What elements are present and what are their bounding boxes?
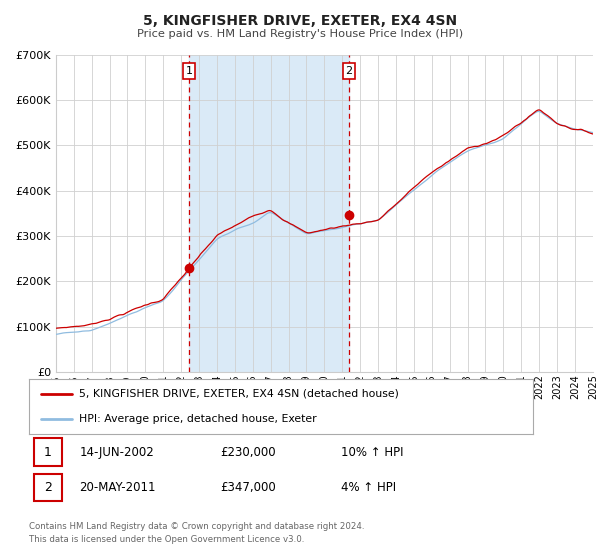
Text: 10% ↑ HPI: 10% ↑ HPI bbox=[341, 446, 404, 459]
Text: 20-MAY-2011: 20-MAY-2011 bbox=[79, 482, 156, 494]
Text: HPI: Average price, detached house, Exeter: HPI: Average price, detached house, Exet… bbox=[79, 414, 317, 424]
Text: This data is licensed under the Open Government Licence v3.0.: This data is licensed under the Open Gov… bbox=[29, 534, 304, 544]
Text: 2: 2 bbox=[346, 66, 353, 76]
Text: 1: 1 bbox=[185, 66, 193, 76]
FancyBboxPatch shape bbox=[34, 474, 62, 501]
Text: 14-JUN-2002: 14-JUN-2002 bbox=[79, 446, 154, 459]
Text: 5, KINGFISHER DRIVE, EXETER, EX4 4SN: 5, KINGFISHER DRIVE, EXETER, EX4 4SN bbox=[143, 14, 457, 28]
Text: 1: 1 bbox=[44, 446, 52, 459]
Text: Contains HM Land Registry data © Crown copyright and database right 2024.: Contains HM Land Registry data © Crown c… bbox=[29, 522, 364, 531]
Text: £230,000: £230,000 bbox=[220, 446, 276, 459]
Text: Price paid vs. HM Land Registry's House Price Index (HPI): Price paid vs. HM Land Registry's House … bbox=[137, 29, 463, 39]
Text: £347,000: £347,000 bbox=[220, 482, 276, 494]
Bar bbox=[189, 55, 349, 372]
FancyBboxPatch shape bbox=[34, 438, 62, 465]
Text: 4% ↑ HPI: 4% ↑ HPI bbox=[341, 482, 397, 494]
Text: 2: 2 bbox=[44, 482, 52, 494]
Text: 5, KINGFISHER DRIVE, EXETER, EX4 4SN (detached house): 5, KINGFISHER DRIVE, EXETER, EX4 4SN (de… bbox=[79, 389, 399, 399]
